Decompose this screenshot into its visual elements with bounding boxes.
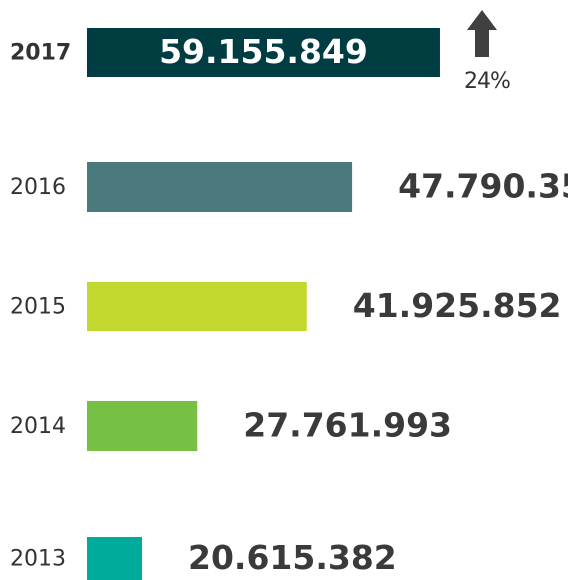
bar (87, 537, 143, 580)
growth-annotation: 24% (464, 69, 510, 94)
y-tick-label: 2015 (10, 295, 66, 320)
data-label: 20.615.382 (188, 538, 397, 577)
data-label: 59.155.849 (159, 32, 368, 71)
bar (87, 28, 440, 77)
bar (87, 401, 198, 451)
y-tick-label: 2016 (10, 175, 66, 200)
bar (87, 162, 353, 212)
data-label: 27.761.993 (243, 406, 452, 445)
y-tick-label: 2017 (10, 41, 71, 66)
data-label: 41.925.852 (353, 286, 562, 325)
data-label: 47.790.351 (398, 167, 568, 206)
y-tick-label: 2013 (10, 547, 66, 572)
bar (87, 282, 307, 331)
y-tick-label: 2014 (10, 414, 66, 439)
growth-arrow (467, 10, 497, 57)
